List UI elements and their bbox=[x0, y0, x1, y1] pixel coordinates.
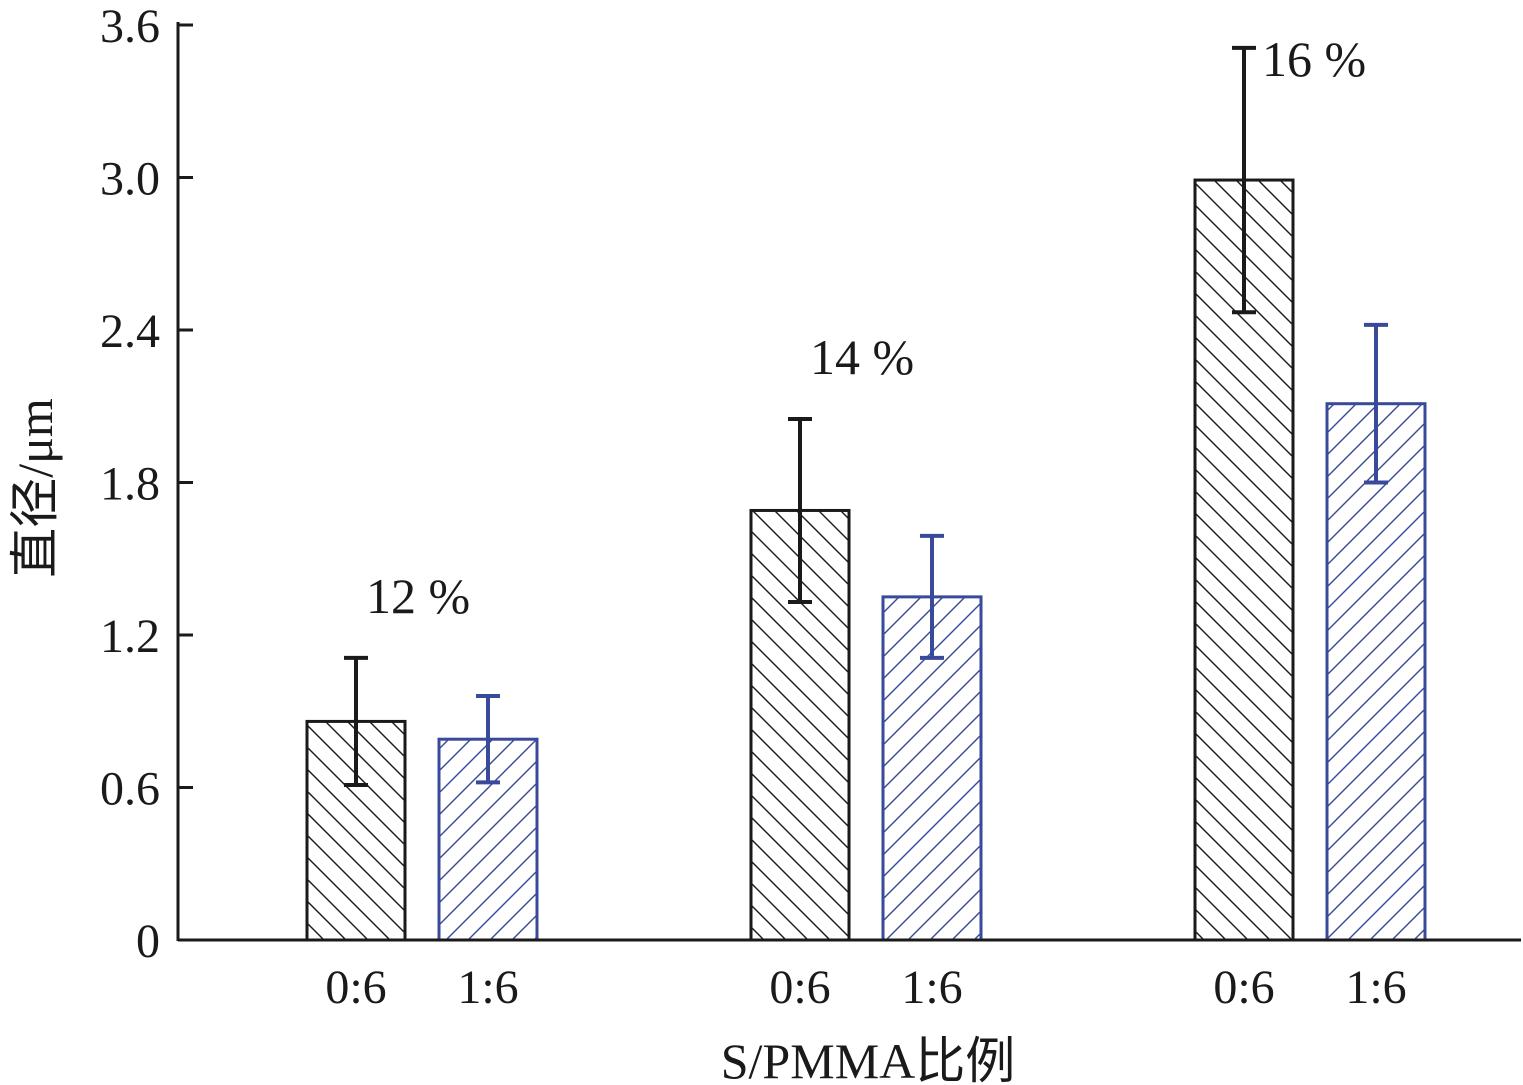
error-bars-layer bbox=[344, 45, 1388, 787]
group-labels: 12 % 14 % 16 % bbox=[366, 31, 1366, 624]
x-axis-title: S/PMMA比例 bbox=[721, 1033, 1016, 1085]
x-category-label: 0:6 bbox=[1213, 961, 1274, 1014]
y-tick-label: 0.6 bbox=[100, 763, 160, 816]
y-axis-title: 直径/μm bbox=[7, 398, 63, 578]
bar bbox=[881, 595, 983, 942]
y-tick-label: 1.8 bbox=[100, 458, 160, 511]
y-tick-label: 0 bbox=[136, 915, 160, 968]
group-label: 12 % bbox=[366, 568, 470, 624]
y-tick-label: 3.0 bbox=[100, 153, 160, 206]
x-category-label: 0:6 bbox=[769, 961, 830, 1014]
y-tick-label: 1.2 bbox=[100, 610, 160, 663]
group-label: 16 % bbox=[1262, 31, 1366, 87]
y-tick-label: 3.6 bbox=[100, 0, 160, 53]
y-ticks: 0 0.6 1.2 1.8 2.4 3.0 3.6 bbox=[100, 0, 193, 968]
bars-layer bbox=[305, 178, 1427, 942]
x-category-label: 1:6 bbox=[1345, 961, 1406, 1014]
y-tick-label: 2.4 bbox=[100, 305, 160, 358]
group-label: 14 % bbox=[810, 329, 914, 385]
x-category-label: 1:6 bbox=[457, 961, 518, 1014]
x-category-label: 1:6 bbox=[901, 961, 962, 1014]
bar bbox=[1325, 402, 1427, 942]
x-category-labels: 0:6 1:6 0:6 1:6 0:6 1:6 bbox=[325, 961, 1406, 1014]
x-category-label: 0:6 bbox=[325, 961, 386, 1014]
